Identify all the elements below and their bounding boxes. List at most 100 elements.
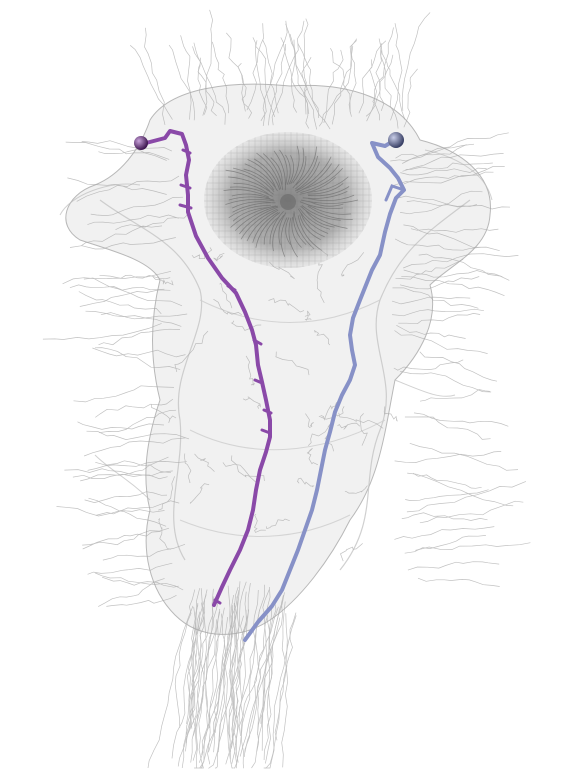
fiber <box>406 200 510 210</box>
fiber <box>269 261 295 280</box>
neuropil-ray <box>292 156 307 189</box>
neuropil-ray <box>296 163 332 194</box>
fiber <box>193 42 208 115</box>
fiber <box>242 396 261 409</box>
neuropil-ray <box>294 161 320 192</box>
neuropil-ray <box>280 217 288 257</box>
right-neuron-path <box>243 138 406 642</box>
neuropil-ray <box>295 155 319 190</box>
fiber <box>260 20 288 122</box>
fiber <box>274 612 297 741</box>
fiber <box>192 608 221 737</box>
right-neuron-branch <box>384 184 406 202</box>
fiber <box>285 23 298 113</box>
fiber <box>405 162 493 170</box>
fiber <box>98 328 181 346</box>
fiber <box>65 141 167 161</box>
neuropil-ray <box>263 216 280 245</box>
fiber <box>228 609 238 769</box>
fiber <box>410 228 499 233</box>
fiber <box>338 412 384 429</box>
fiber <box>394 330 488 354</box>
fiber <box>415 542 531 551</box>
neuropil-ray <box>297 156 332 191</box>
fiber <box>395 143 475 159</box>
fiber <box>211 41 230 114</box>
fiber <box>230 583 251 760</box>
fiber <box>230 455 265 482</box>
left-neuron-trace <box>134 129 273 607</box>
neuropil-ray <box>309 201 344 207</box>
neuropil-ray <box>252 212 279 243</box>
neuropil-ray <box>228 176 274 195</box>
fiber <box>297 43 320 119</box>
fiber <box>197 617 205 769</box>
fiber <box>252 37 266 126</box>
neuropil-ray <box>262 153 284 190</box>
neuropil-ray <box>295 146 317 186</box>
fiber <box>223 617 234 769</box>
fiber <box>390 144 467 162</box>
fiber <box>293 39 331 130</box>
fiber <box>77 421 165 430</box>
neuropil-ray <box>231 193 271 200</box>
fiber <box>98 578 165 607</box>
fiber <box>365 54 394 117</box>
fiber <box>100 312 188 320</box>
fiber <box>399 276 480 290</box>
fiber <box>98 149 170 160</box>
neuropil-ray <box>300 205 348 229</box>
neuropil-ray <box>305 210 335 228</box>
fiber <box>301 57 312 129</box>
fiber <box>84 491 168 503</box>
fiber <box>348 38 358 114</box>
neuropil-ray <box>301 205 341 221</box>
fiber <box>313 329 331 346</box>
fiber <box>265 518 290 530</box>
neuropil-ray <box>270 157 283 186</box>
fiber <box>208 594 234 753</box>
fiber <box>79 289 171 307</box>
fiber <box>81 140 173 152</box>
neuropil-ray <box>231 201 271 209</box>
fiber <box>409 442 519 471</box>
neuropil-ray <box>299 201 344 210</box>
fiber <box>375 38 385 112</box>
fiber <box>101 576 184 591</box>
fiber <box>403 269 503 278</box>
neuropil-ray <box>288 217 298 258</box>
fiber <box>86 430 190 440</box>
fiber <box>268 43 287 126</box>
right-neuron-trace <box>243 132 406 642</box>
fiber <box>106 594 177 607</box>
fiber <box>181 604 199 769</box>
fiber <box>185 611 201 743</box>
fiber <box>281 601 289 768</box>
neuropil-ray <box>240 208 278 240</box>
fiber <box>392 308 484 317</box>
fiber <box>299 236 329 257</box>
fiber <box>184 453 192 483</box>
fiber <box>331 46 354 125</box>
fiber <box>190 602 199 763</box>
fiber <box>219 282 233 309</box>
neuropil-ray <box>234 205 278 231</box>
neuropil-ray <box>292 147 305 184</box>
fiber <box>403 166 505 185</box>
fiber <box>174 330 209 372</box>
fiber <box>213 613 225 733</box>
fiber <box>191 247 213 259</box>
fiber <box>189 483 210 504</box>
neuropil-ray <box>308 194 355 202</box>
neuropil-ray <box>290 145 300 185</box>
neuropil-ray <box>302 163 340 190</box>
fiber <box>271 20 305 126</box>
neuropil-ray <box>246 209 279 242</box>
neuropil-ray <box>273 150 286 191</box>
fiber <box>405 489 489 501</box>
fiber <box>391 296 471 305</box>
fiber <box>366 27 394 122</box>
fiber <box>87 214 179 225</box>
neuropil-ray <box>232 202 276 213</box>
neuropil-ray <box>256 152 282 190</box>
